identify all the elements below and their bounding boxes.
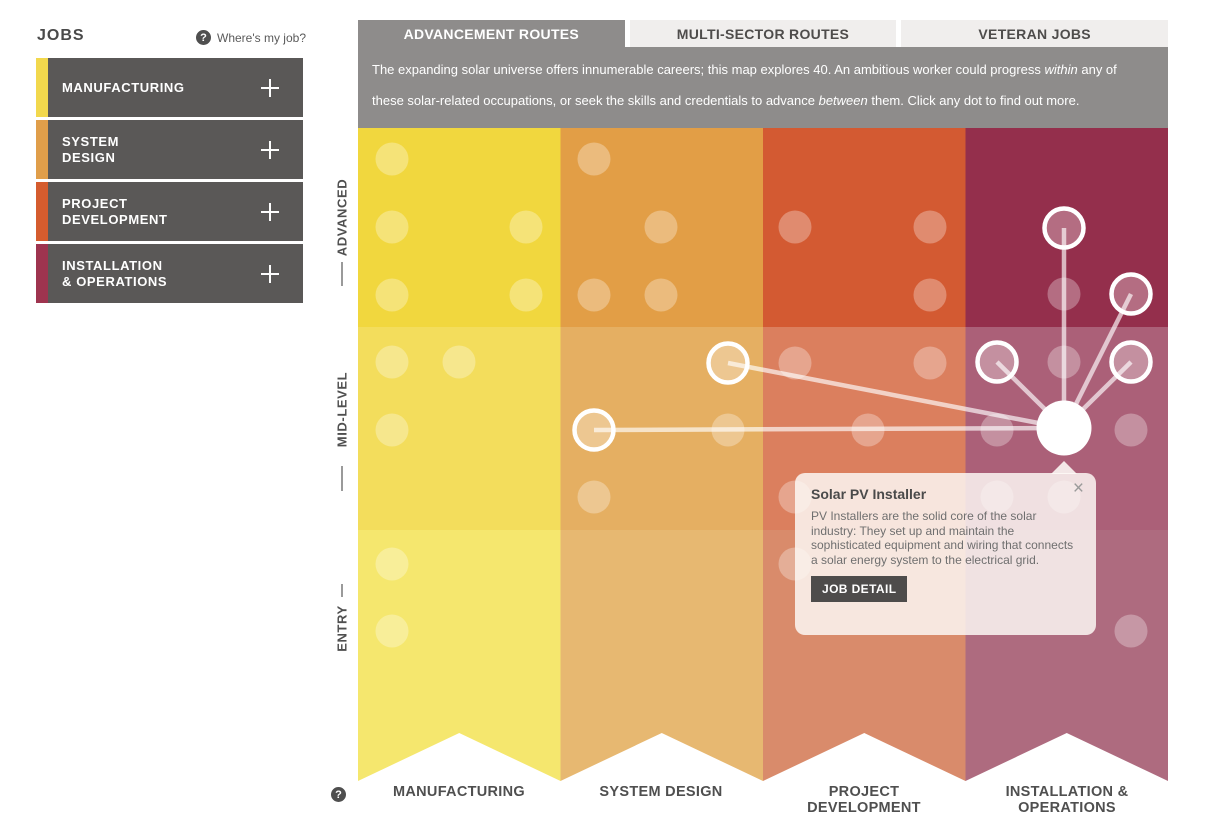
job-dot[interactable] xyxy=(509,210,543,244)
job-dot-highlighted[interactable] xyxy=(572,408,616,452)
axis-tick xyxy=(341,466,343,491)
job-dot-highlighted[interactable] xyxy=(1109,340,1153,384)
axis-tick xyxy=(341,262,343,286)
job-dot[interactable] xyxy=(375,345,409,379)
job-dot[interactable] xyxy=(913,278,947,312)
footer-help-icon[interactable]: ? xyxy=(331,787,346,802)
job-dot[interactable] xyxy=(644,210,678,244)
job-dot[interactable] xyxy=(375,547,409,581)
column-advanced-band xyxy=(965,128,1168,327)
tab-advancement-routes[interactable]: ADVANCEMENT ROUTES xyxy=(358,20,625,47)
category-system-design[interactable]: SYSTEM DESIGN xyxy=(36,120,303,179)
job-detail-button[interactable]: JOB DETAIL xyxy=(811,576,908,602)
installation-operations-color-strip xyxy=(36,244,48,303)
category-installation-operations[interactable]: INSTALLATION & OPERATIONS xyxy=(36,244,303,303)
job-dot[interactable] xyxy=(1114,614,1148,648)
job-dot-highlighted[interactable] xyxy=(1109,272,1153,316)
job-dot[interactable] xyxy=(577,142,611,176)
job-dot[interactable] xyxy=(913,210,947,244)
job-dot[interactable] xyxy=(1114,413,1148,447)
job-dot[interactable] xyxy=(577,278,611,312)
category-label: PROJECT DEVELOPMENT xyxy=(62,195,168,227)
job-dot[interactable] xyxy=(778,346,812,380)
job-dot[interactable] xyxy=(375,413,409,447)
tab-multi-sector-routes[interactable]: MULTI-SECTOR ROUTES xyxy=(629,20,897,47)
wheres-my-job-link[interactable]: ? Where's my job? xyxy=(196,30,306,45)
expand-plus-icon[interactable] xyxy=(261,78,279,97)
close-icon[interactable]: × xyxy=(1072,478,1084,499)
job-dot[interactable] xyxy=(778,210,812,244)
job-dot-highlighted[interactable] xyxy=(1042,206,1086,250)
route-tabs: ADVANCEMENT ROUTES MULTI-SECTOR ROUTES V… xyxy=(358,20,1169,47)
job-tooltip: × Solar PV Installer PV Installers are t… xyxy=(795,461,1096,635)
category-manufacturing[interactable]: MANUFACTURING xyxy=(36,58,303,117)
selected-job-dot[interactable] xyxy=(1036,400,1092,456)
column-mid-band xyxy=(358,327,561,530)
tooltip-arrow xyxy=(1051,461,1077,474)
map-intro-panel: The expanding solar universe offers innu… xyxy=(358,47,1168,128)
career-map xyxy=(358,128,1168,781)
column-entry-band xyxy=(560,530,763,781)
job-dot[interactable] xyxy=(442,345,476,379)
job-dot[interactable] xyxy=(375,142,409,176)
system-design-color-strip xyxy=(36,120,48,179)
help-icon: ? xyxy=(196,30,211,45)
expand-plus-icon[interactable] xyxy=(261,140,279,159)
route-line xyxy=(593,425,1065,433)
job-dot[interactable] xyxy=(577,480,611,514)
column-advanced-band xyxy=(763,128,966,327)
column-label-installation-operations: INSTALLATION & OPERATIONS xyxy=(1005,784,1129,816)
category-label: INSTALLATION & OPERATIONS xyxy=(62,257,168,289)
category-label: SYSTEM DESIGN xyxy=(62,133,120,165)
job-dot[interactable] xyxy=(913,346,947,380)
career-map-svg xyxy=(358,128,1168,781)
project-development-color-strip xyxy=(36,182,48,241)
column-label-manufacturing: MANUFACTURING xyxy=(393,784,525,800)
tab-veteran-jobs[interactable]: VETERAN JOBS xyxy=(901,20,1169,47)
column-label-system-design: SYSTEM DESIGN xyxy=(599,784,723,800)
expand-plus-icon[interactable] xyxy=(261,264,279,283)
jobs-heading: JOBS xyxy=(37,27,85,44)
job-dot-highlighted[interactable] xyxy=(706,341,750,385)
job-dot[interactable] xyxy=(509,278,543,312)
axis-label-mid-level: MID-LEVEL xyxy=(334,371,350,448)
manufacturing-color-strip xyxy=(36,58,48,117)
route-line xyxy=(727,360,1065,431)
column-advanced-band xyxy=(358,128,561,327)
column-label-project-development: PROJECT DEVELOPMENT xyxy=(807,784,921,816)
category-project-development[interactable]: PROJECT DEVELOPMENT xyxy=(36,182,303,241)
job-dot[interactable] xyxy=(375,278,409,312)
axis-label-entry: ENTRY xyxy=(334,605,350,652)
expand-plus-icon[interactable] xyxy=(261,202,279,221)
job-category-list: MANUFACTURING SYSTEM DESIGN PROJECT DEVE… xyxy=(36,58,303,303)
tooltip-description: PV Installers are the solid core of the … xyxy=(811,509,1074,567)
job-dot[interactable] xyxy=(375,210,409,244)
map-intro-line-2: these solar-related occupations, or seek… xyxy=(372,93,1080,108)
wheres-my-job-label: Where's my job? xyxy=(217,30,306,45)
job-dot[interactable] xyxy=(375,614,409,648)
tooltip-title: Solar PV Installer xyxy=(811,486,927,502)
job-dot[interactable] xyxy=(644,278,678,312)
column-entry-band xyxy=(358,530,561,781)
column-advanced-band xyxy=(560,128,763,327)
category-label: MANUFACTURING xyxy=(62,79,185,95)
job-dot-highlighted[interactable] xyxy=(975,340,1019,384)
axis-tick xyxy=(341,584,343,597)
map-intro-line-1: The expanding solar universe offers innu… xyxy=(372,62,1117,77)
